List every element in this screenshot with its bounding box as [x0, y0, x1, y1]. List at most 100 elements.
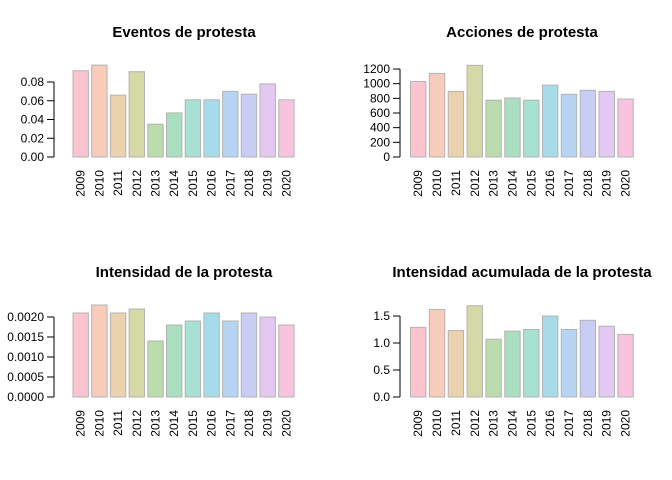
- bar: [109, 312, 127, 398]
- y-tick-label: 1.5: [373, 309, 390, 323]
- bar: [166, 324, 183, 398]
- x-tick-label: 2012: [468, 170, 482, 197]
- y-tick-label: 0.04: [21, 113, 45, 127]
- bar: [91, 64, 108, 158]
- bar: [147, 340, 164, 398]
- x-tick-label: 2011: [449, 170, 463, 196]
- bar: [504, 330, 521, 398]
- x-tick-label: 2009: [411, 170, 425, 197]
- bar: [560, 93, 578, 158]
- x-tick-label: 2012: [130, 170, 144, 197]
- y-tick-label: 800: [370, 91, 390, 105]
- x-tick-label: 2020: [619, 170, 633, 197]
- x-tick-label: 2018: [242, 170, 256, 197]
- x-tick-label: 2011: [449, 410, 463, 436]
- bar: [166, 112, 183, 158]
- x-tick-label: 2016: [543, 410, 557, 437]
- bar: [72, 312, 89, 398]
- y-tick-label: 0.5: [373, 363, 390, 377]
- x-tick-label: 2019: [600, 170, 614, 197]
- bar: [579, 89, 597, 158]
- y-tick-label: 0.00: [21, 150, 45, 164]
- y-tick-label: 0.0005: [7, 370, 44, 384]
- y-tick-label: 0.0020: [7, 310, 44, 324]
- x-tick-label: 2011: [111, 170, 125, 196]
- bar: [504, 97, 521, 158]
- bar: [447, 330, 465, 398]
- x-tick-label: 2010: [430, 170, 444, 197]
- x-tick-label: 2013: [487, 410, 501, 437]
- bar: [579, 319, 597, 398]
- x-tick-label: 2015: [524, 410, 538, 437]
- chart-title: Acciones de protesta: [446, 24, 598, 41]
- y-tick-label: 1000: [363, 77, 390, 91]
- x-tick-label: 2012: [468, 410, 482, 437]
- bar: [91, 304, 108, 398]
- x-tick-label: 2015: [524, 170, 538, 197]
- x-tick-label: 2020: [279, 410, 293, 437]
- x-tick-label: 2014: [167, 410, 181, 437]
- bar: [278, 99, 295, 158]
- chart-eventos-de-protesta: Eventos de protesta 0.00 0.02 0.04 0.06 0.08 2…: [21, 24, 295, 197]
- x-tick-label: 2018: [581, 410, 595, 437]
- x-tick-label: 2009: [74, 410, 88, 437]
- x-tick-label: 2016: [205, 410, 219, 437]
- x-tick-label: 2013: [149, 410, 163, 437]
- bar: [617, 98, 634, 158]
- x-tick-label: 2019: [261, 170, 275, 197]
- chart-panel-intensidad: Intensidad de la protesta 0.0000 0.0005 0.0…: [0, 240, 336, 480]
- x-tick-label: 2019: [261, 410, 275, 437]
- bar: [184, 320, 202, 398]
- x-tick-label: 2013: [149, 170, 163, 197]
- chart-title: Intensidad acumulada de la protesta: [392, 264, 652, 281]
- bar: [410, 80, 427, 158]
- bar: [259, 316, 276, 398]
- y-tick-label: 0.08: [21, 75, 45, 89]
- x-tick-label: 2020: [619, 410, 633, 437]
- bar: [410, 326, 427, 398]
- y-tick-label: 1200: [363, 62, 390, 76]
- x-tick-label: 2016: [205, 170, 219, 197]
- y-tick-label: 0.0010: [7, 350, 44, 364]
- x-tick-label: 2012: [130, 410, 144, 437]
- bar: [222, 320, 239, 398]
- bar: [278, 324, 295, 398]
- x-tick-label: 2014: [505, 170, 519, 197]
- bar: [203, 312, 220, 398]
- bar: [203, 99, 220, 158]
- x-tick-label: 2015: [186, 170, 200, 197]
- chart-title: Eventos de protesta: [112, 24, 256, 41]
- x-tick-label: 2018: [581, 170, 595, 197]
- y-tick-label: 0.06: [21, 94, 45, 108]
- y-tick-label: 0.0000: [7, 390, 44, 404]
- y-tick-label: 600: [370, 106, 390, 120]
- x-tick-label: 2010: [430, 410, 444, 437]
- x-tick-label: 2020: [279, 170, 293, 197]
- chart-panel-intensidad-acumulada: Intensidad acumulada de la protesta 0.0 0.…: [336, 240, 672, 480]
- bar: [259, 83, 276, 158]
- bar: [560, 329, 578, 398]
- bar: [541, 84, 559, 158]
- bar: [184, 99, 202, 158]
- x-tick-label: 2010: [92, 170, 106, 197]
- y-tick-label: 0.0: [373, 390, 390, 404]
- x-tick-label: 2013: [487, 170, 501, 197]
- x-tick-label: 2014: [505, 410, 519, 437]
- x-tick-label: 2011: [111, 410, 125, 436]
- bar: [466, 305, 483, 398]
- chart-intensidad-de-la-protesta: Intensidad de la protesta 0.0000 0.0005 0.0…: [7, 264, 295, 437]
- x-tick-label: 2019: [600, 410, 614, 437]
- y-tick-label: 200: [370, 135, 390, 149]
- x-tick-label: 2018: [242, 410, 256, 437]
- x-tick-label: 2009: [74, 170, 88, 197]
- bar: [598, 90, 615, 158]
- x-tick-label: 2017: [223, 170, 237, 197]
- bar: [541, 315, 559, 398]
- chart-panel-acciones: Acciones de protesta 0 200 400 600 800 1000 120…: [336, 0, 672, 240]
- bar: [447, 90, 465, 158]
- bar: [428, 72, 446, 158]
- y-tick-label: 0.0015: [7, 330, 44, 344]
- bar: [485, 99, 502, 158]
- y-tick-label: 0: [383, 150, 390, 164]
